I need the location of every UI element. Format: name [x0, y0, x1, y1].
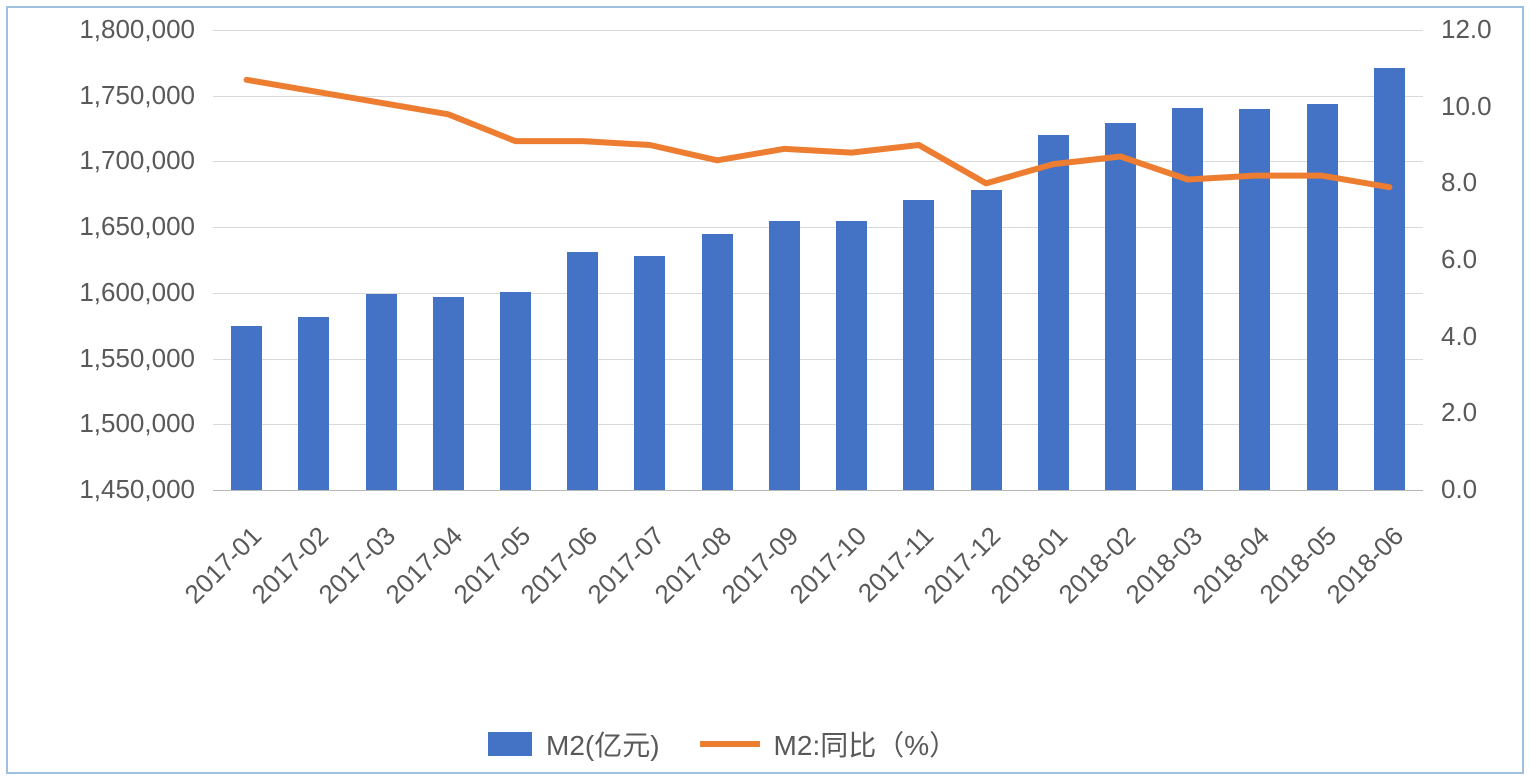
line-series [213, 30, 1423, 490]
legend-item-line: M2:同比（%） [700, 724, 958, 764]
y-left-tick: 1,500,000 [8, 408, 195, 439]
legend-label-bars: M2(亿元) [546, 724, 660, 764]
y-left-tick: 1,650,000 [8, 211, 195, 242]
legend-item-bars: M2(亿元) [488, 724, 660, 764]
y-right-tick: 8.0 [1441, 167, 1477, 198]
y-right-tick: 2.0 [1441, 397, 1477, 428]
gridline [213, 490, 1423, 491]
y-left-tick: 1,700,000 [8, 145, 195, 176]
y-right-tick: 4.0 [1441, 321, 1477, 352]
y-left-tick: 1,450,000 [8, 474, 195, 505]
plot-area [213, 30, 1423, 490]
y-left-tick: 1,750,000 [8, 80, 195, 111]
legend: M2(亿元) M2:同比（%） [488, 724, 957, 764]
legend-swatch-line [700, 741, 760, 747]
legend-swatch-bar [488, 732, 532, 756]
y-right-tick: 12.0 [1441, 14, 1492, 45]
y-right-tick: 6.0 [1441, 244, 1477, 275]
legend-label-line: M2:同比（%） [774, 724, 958, 764]
y-right-tick: 10.0 [1441, 91, 1492, 122]
y-left-tick: 1,800,000 [8, 14, 195, 45]
y-right-tick: 0.0 [1441, 474, 1477, 505]
chart-frame: 2017-012017-022017-032017-042017-052017-… [6, 6, 1524, 774]
y-left-tick: 1,550,000 [8, 343, 195, 374]
y-left-tick: 1,600,000 [8, 277, 195, 308]
